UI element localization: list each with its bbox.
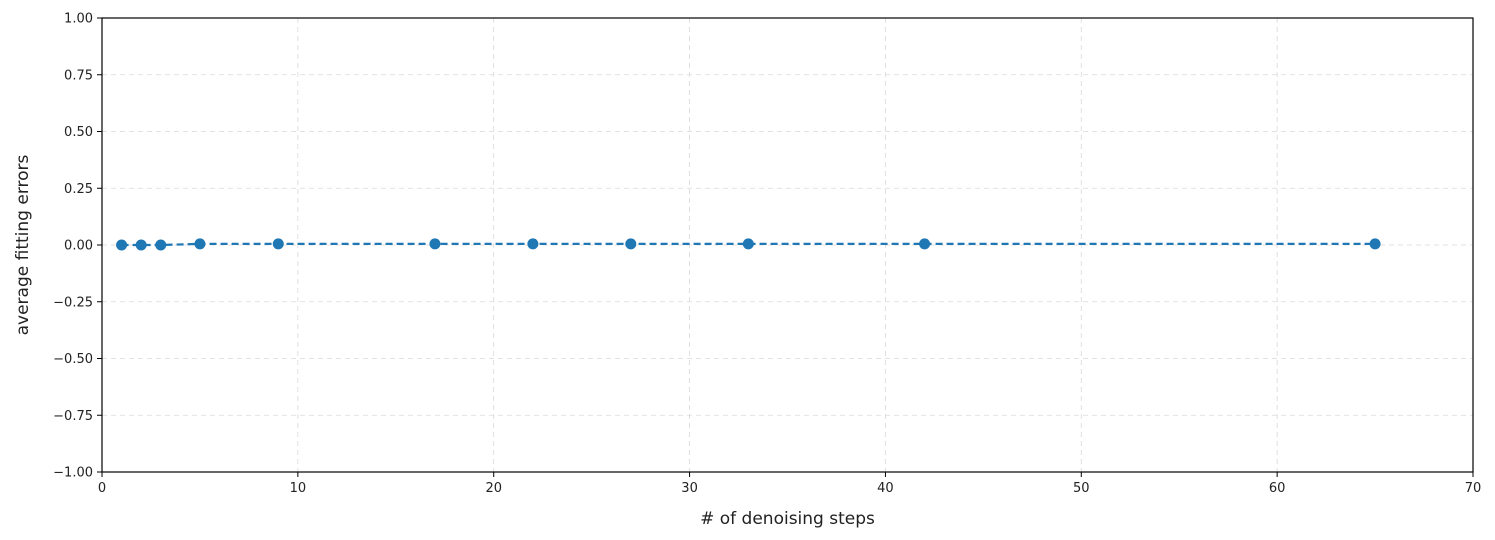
x-tick-label: 30 (681, 481, 698, 496)
ticks: 0 10 20 30 40 50 60 70 −1.00 −0.75 −0.50 −0.25 0.00 0… (53, 12, 1481, 497)
data-point (429, 238, 441, 250)
series-layer (116, 238, 1381, 251)
y-tick-label: 0.75 (64, 68, 93, 83)
y-tick-label: −1.00 (53, 466, 93, 481)
y-tick-label: 0.00 (64, 239, 93, 254)
x-tick-label: 0 (98, 481, 106, 496)
x-tick-label: 20 (485, 481, 502, 496)
data-point (194, 238, 206, 250)
x-tick-label: 70 (1465, 481, 1482, 496)
x-tick-label: 10 (290, 481, 307, 496)
y-tick-label: −0.25 (53, 295, 93, 310)
y-axis-label: average fitting errors (13, 154, 33, 335)
x-axis-label: # of denoising steps (700, 509, 875, 529)
x-tick-label: 60 (1269, 481, 1286, 496)
data-point (116, 239, 128, 251)
data-point (742, 238, 754, 250)
data-point (1369, 238, 1381, 250)
y-tick-label: 1.00 (64, 12, 93, 27)
data-point (272, 238, 284, 250)
data-point (135, 239, 147, 251)
data-point (919, 238, 931, 250)
y-tick-label: −0.50 (53, 352, 93, 367)
y-tick-label: 0.25 (64, 182, 93, 197)
data-point (625, 238, 637, 250)
y-tick-label: −0.75 (53, 409, 93, 424)
y-tick-label: 0.50 (64, 125, 93, 140)
x-tick-label: 50 (1073, 481, 1090, 496)
data-point (527, 238, 539, 250)
data-point (155, 239, 167, 251)
x-tick-label: 40 (877, 481, 894, 496)
